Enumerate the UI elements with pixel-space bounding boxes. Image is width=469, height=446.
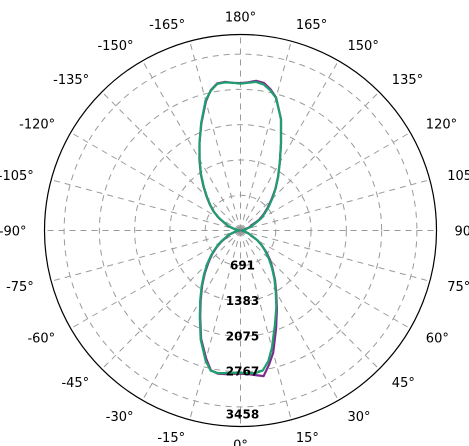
angle-tick-label: -150° xyxy=(97,39,133,54)
radial-tick-labels: 691 1383 2075 2767 3458 xyxy=(226,259,259,422)
radial-tick-label: 3458 xyxy=(226,408,259,422)
grid-spoke xyxy=(240,41,292,231)
angle-tick-label: -30° xyxy=(106,410,134,425)
angle-tick-label: 0° xyxy=(233,439,248,446)
grid-spoke xyxy=(240,91,380,231)
outer-frame xyxy=(43,33,438,428)
angle-tick-label: 120° xyxy=(426,118,457,133)
angle-tick-label: -45° xyxy=(61,376,89,391)
angle-tick-label: -60° xyxy=(27,332,55,347)
angle-tick-label: -75° xyxy=(6,280,34,295)
grid-spoke xyxy=(189,41,241,231)
grid-spoke xyxy=(101,91,241,231)
grid-ring-4 xyxy=(98,88,383,373)
angle-tick-label: -135° xyxy=(53,73,89,88)
grid-spoke xyxy=(240,230,411,329)
angle-tick-label: -105° xyxy=(0,169,34,184)
series-group xyxy=(198,79,283,378)
grid-spoke xyxy=(70,132,241,231)
angle-tick-label: 105 xyxy=(447,169,469,184)
grid-ring-3 xyxy=(134,124,347,337)
angle-tick-label: 90 xyxy=(455,225,469,240)
angle-tick-label: -90° xyxy=(0,225,27,240)
grid-spoke xyxy=(70,230,241,329)
angle-tick-label: 45° xyxy=(392,376,415,391)
angle-tick-label: 75° xyxy=(447,280,469,295)
angle-tick-label: -15° xyxy=(157,431,185,446)
grid-spoke xyxy=(240,60,339,231)
angle-tick-label: 30° xyxy=(348,410,371,425)
radial-tick-label: 691 xyxy=(230,259,255,273)
radial-tick-label: 2075 xyxy=(226,329,259,343)
grid-spoke xyxy=(240,132,411,231)
radial-tick-label: 2767 xyxy=(226,365,259,379)
grid-spoke xyxy=(142,60,241,231)
angle-tick-label: 180° xyxy=(225,11,256,26)
angle-tick-label: 165° xyxy=(296,18,327,33)
angle-tick-label: 60° xyxy=(426,332,449,347)
angle-tick-labels: 0° 15° 30° 45° 60° 75° 90 105 120° 135° 150° 165° 18… xyxy=(0,11,469,446)
angle-tick-label: -120° xyxy=(19,118,55,133)
grid-spoke xyxy=(101,230,241,370)
radial-tick-label: 1383 xyxy=(226,294,259,308)
grid-spoke xyxy=(51,179,241,231)
angle-tick-label: -165° xyxy=(149,18,185,33)
angle-tick-label: 135° xyxy=(392,73,423,88)
series-line-2 xyxy=(198,80,283,375)
angle-tick-label: 15° xyxy=(296,431,319,446)
angle-tick-label: 150° xyxy=(348,39,379,54)
polar-grid xyxy=(43,33,438,428)
grid-spoke xyxy=(240,230,380,370)
